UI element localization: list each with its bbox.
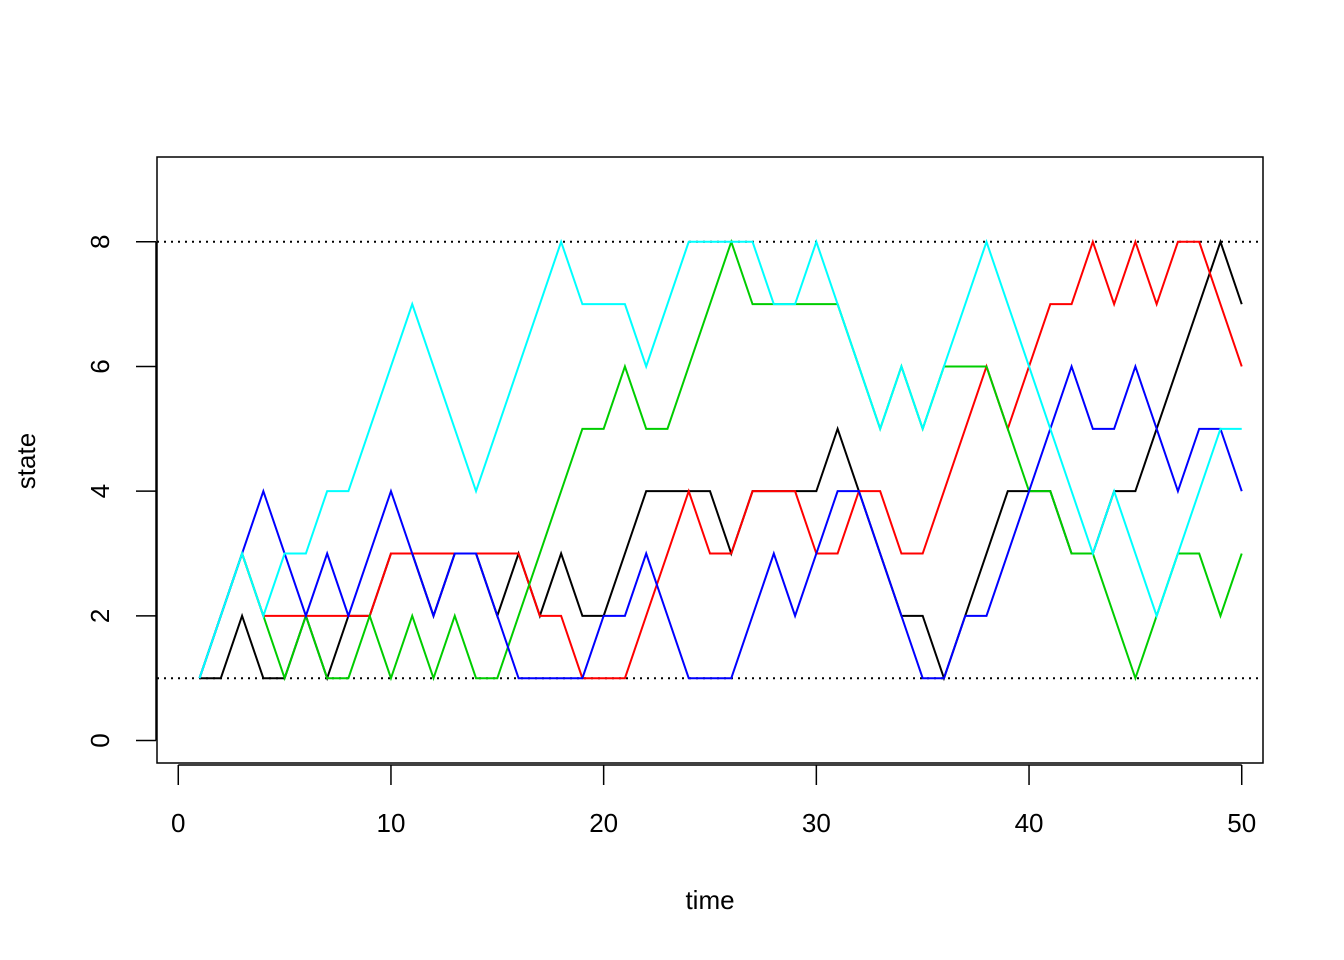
y-axis: 0 2 4 6 8 bbox=[85, 235, 157, 748]
series-line-3 bbox=[198, 238, 1243, 682]
series-group bbox=[198, 238, 1243, 682]
x-tick-label: 0 bbox=[171, 808, 185, 838]
x-tick-label: 20 bbox=[589, 808, 618, 838]
plot-frame bbox=[156, 156, 1264, 764]
x-axis: 0 10 20 30 40 50 bbox=[171, 764, 1256, 838]
series-line-2 bbox=[198, 238, 1243, 680]
x-tick-label: 10 bbox=[377, 808, 406, 838]
x-axis-title: time bbox=[685, 885, 734, 915]
y-tick-label: 2 bbox=[85, 609, 115, 623]
x-tick-label: 50 bbox=[1227, 808, 1256, 838]
series-line-4 bbox=[198, 363, 1243, 680]
x-tick-label: 30 bbox=[802, 808, 831, 838]
y-tick-label: 6 bbox=[85, 359, 115, 373]
series-line-5 bbox=[198, 238, 1242, 679]
y-tick-label: 8 bbox=[85, 235, 115, 249]
y-axis-title: state bbox=[11, 433, 41, 489]
y-tick-label: 4 bbox=[85, 484, 115, 498]
y-tick-label: 0 bbox=[85, 733, 115, 747]
x-tick-label: 40 bbox=[1015, 808, 1044, 838]
